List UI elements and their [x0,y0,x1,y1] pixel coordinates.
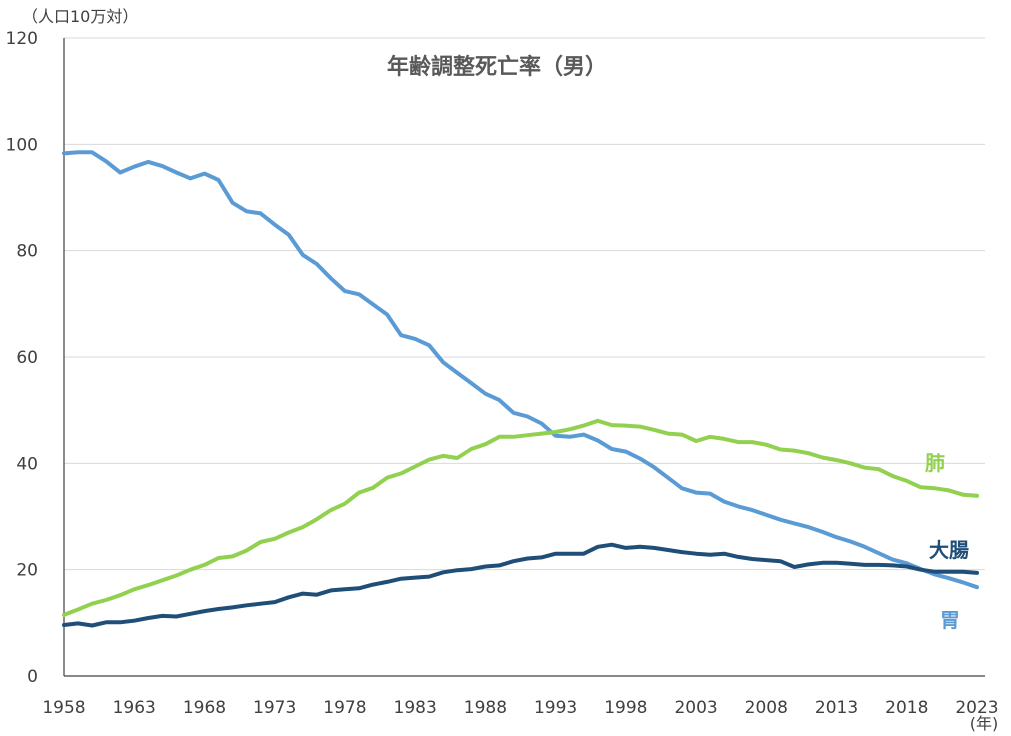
x-unit-label: (年) [970,714,999,733]
series-line-stomach [62,150,979,590]
series-label-stomach: 胃 [940,608,960,632]
x-tick-label: 1998 [604,698,647,718]
y-tick-label: 40 [16,454,38,474]
y-tick-label: 0 [27,667,38,687]
y-tick-label: 100 [6,135,38,155]
x-tick-label: 2003 [674,698,717,718]
series-line-lung [62,418,979,617]
y-tick-label: 120 [6,29,38,49]
y-tick-label: 60 [16,348,38,368]
x-tick-label: 1973 [253,698,296,718]
y-unit-label: （人口10万対） [22,7,138,26]
x-tick-label: 2018 [885,698,928,718]
grid-lines [64,37,985,677]
x-tick-label: 1968 [183,698,226,718]
y-tick-labels: 0 20 40 60 80 100 120 [6,29,38,687]
x-tick-label: 1963 [113,698,156,718]
y-tick-label: 20 [16,561,38,581]
x-tick-label: 1988 [464,698,507,718]
x-tick-label: 2008 [745,698,788,718]
x-tick-label: 2013 [815,698,858,718]
x-tick-label: 1978 [323,698,366,718]
x-tick-labels: 1958 1963 1968 1973 1978 1983 1988 1993 1998 2003… [42,698,998,718]
x-tick-label: 1993 [534,698,577,718]
x-tick-label: 1983 [394,698,437,718]
series-label-lung: 肺 [925,451,945,475]
chart-title: 年齢調整死亡率（男） [387,54,607,80]
x-tick-label: 2023 [955,698,998,718]
series-lines [62,150,979,628]
series-label-colon: 大腸 [929,538,969,562]
series-line-colon [62,542,979,628]
y-tick-label: 80 [16,242,38,262]
x-tick-label: 1958 [42,698,85,718]
